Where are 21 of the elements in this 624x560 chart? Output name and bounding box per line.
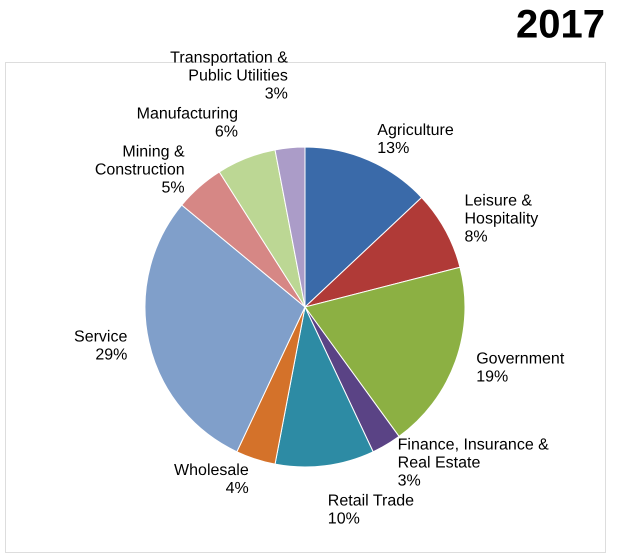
data-label: 29% xyxy=(95,346,128,364)
slice-label: Mining & Construction xyxy=(94,143,185,178)
slice-label: Wholesale xyxy=(174,462,249,480)
slice-label: Transportation & Public Utilities xyxy=(170,49,288,84)
data-label: 4% xyxy=(226,480,249,498)
data-label: 6% xyxy=(214,123,238,140)
slice-label: Government xyxy=(476,350,565,368)
slice-label: Leisure & Hospitality xyxy=(464,192,538,228)
slice-label: Manufacturing xyxy=(136,105,238,122)
data-label: 19% xyxy=(476,368,508,386)
chart-title: 2017 xyxy=(516,2,605,46)
slice-label: Agriculture xyxy=(377,122,454,139)
slice-label: Service xyxy=(74,328,128,346)
data-label: 3% xyxy=(398,472,421,490)
slice-label: Finance, Insurance & Real Estate xyxy=(398,436,550,472)
data-label: 13% xyxy=(377,140,410,157)
data-label: 5% xyxy=(162,179,185,196)
data-label: 8% xyxy=(464,228,488,246)
slice-label: Retail Trade xyxy=(328,492,414,510)
data-label: 3% xyxy=(264,85,288,102)
data-label: 10% xyxy=(328,510,360,528)
